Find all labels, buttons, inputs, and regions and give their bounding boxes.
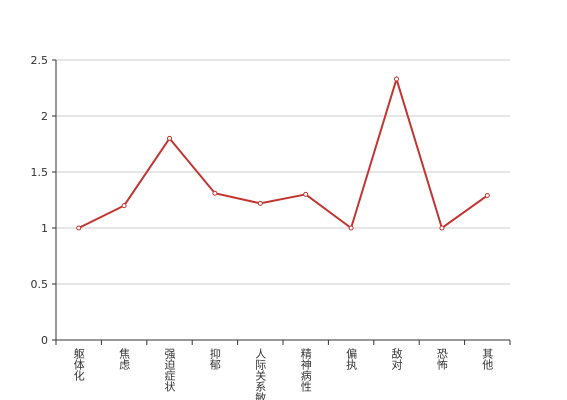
y-tick-label: 2.5 xyxy=(31,54,49,67)
point xyxy=(484,193,490,199)
x-tick-label: 抑郁 xyxy=(208,347,221,370)
point xyxy=(76,225,82,231)
y-tick-label: 0.5 xyxy=(31,278,49,291)
x-tick-label: 精神病性 xyxy=(299,348,312,393)
point xyxy=(348,225,354,231)
y-tick-label: 0 xyxy=(41,334,48,347)
x-tick-label: 其他 xyxy=(481,348,494,370)
y-tick-label: 1 xyxy=(41,222,48,235)
point xyxy=(121,203,127,209)
point xyxy=(439,225,445,231)
x-tick-label: 敌对 xyxy=(390,347,403,370)
x-tick-label: 焦虑 xyxy=(118,348,131,370)
y-tick-label: 2 xyxy=(41,110,48,123)
point xyxy=(394,76,399,82)
point xyxy=(257,200,263,206)
point xyxy=(167,135,172,141)
point xyxy=(212,190,218,196)
x-tick-label: 恐怖 xyxy=(435,348,448,370)
x-tick-label: 强迫症状 xyxy=(163,348,176,392)
line xyxy=(78,75,488,230)
x-tick-label: 躯体化 xyxy=(72,348,85,382)
x-tick-label: 偏执 xyxy=(345,347,358,371)
y-tick-label: 1.5 xyxy=(31,166,49,179)
x-tick-label: 人际关系敏感 xyxy=(254,348,267,400)
point xyxy=(303,191,309,197)
